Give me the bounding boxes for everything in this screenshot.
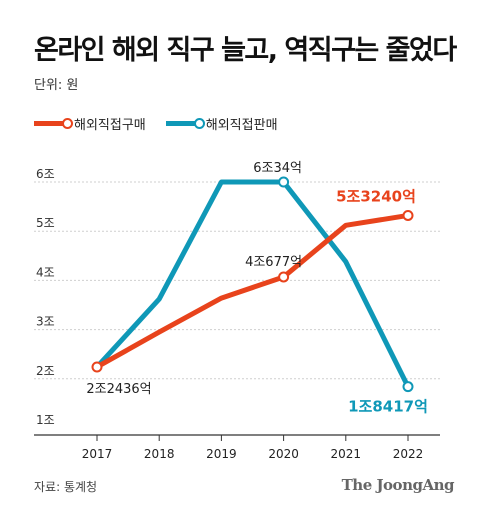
y-tick-label: 3조 xyxy=(36,315,55,329)
data-label: 2조2436억 xyxy=(86,382,151,397)
data-point xyxy=(402,209,414,221)
unit-label: 단위: 원 xyxy=(34,78,79,93)
legend: 해외직접구매 해외직접판매 xyxy=(34,114,298,133)
y-tick-label: 6조 xyxy=(36,167,55,181)
chart-title: 온라인 해외 직구 늘고, 역직구는 줄었다 xyxy=(34,35,457,66)
legend-swatch-import xyxy=(34,118,73,129)
data-point xyxy=(402,381,414,393)
x-tick-label: 2018 xyxy=(144,447,175,461)
data-point xyxy=(91,361,103,373)
source-note: 자료: 통계청 xyxy=(34,480,98,494)
data-label: 5조3240억 xyxy=(336,187,416,205)
data-point xyxy=(278,271,290,283)
y-tick-label: 2조 xyxy=(36,364,55,378)
x-tick-label: 2022 xyxy=(393,447,424,461)
y-tick-label: 5조 xyxy=(36,216,55,230)
x-tick-label: 2017 xyxy=(82,447,113,461)
y-tick-label: 1조 xyxy=(36,413,55,427)
y-tick-label: 4조 xyxy=(36,265,55,279)
legend-item-import: 해외직접구매 xyxy=(34,114,146,133)
data-label: 1조8417억 xyxy=(348,398,428,416)
data-point xyxy=(278,176,290,188)
legend-item-export: 해외직접판매 xyxy=(165,114,278,133)
brand-logo: The JoongAng xyxy=(341,476,455,494)
series-line-1 xyxy=(94,179,411,390)
x-tick-label: 2020 xyxy=(268,447,299,461)
legend-label-import: 해외직접구매 xyxy=(74,118,146,133)
x-tick-label: 2019 xyxy=(206,447,237,461)
series-line-0 xyxy=(94,212,411,370)
legend-label-export: 해외직접판매 xyxy=(205,118,278,133)
data-label: 6조34억 xyxy=(253,161,302,176)
data-label: 4조677억 xyxy=(245,255,302,270)
legend-swatch-export xyxy=(165,118,205,129)
x-tick-label: 2021 xyxy=(331,447,362,461)
